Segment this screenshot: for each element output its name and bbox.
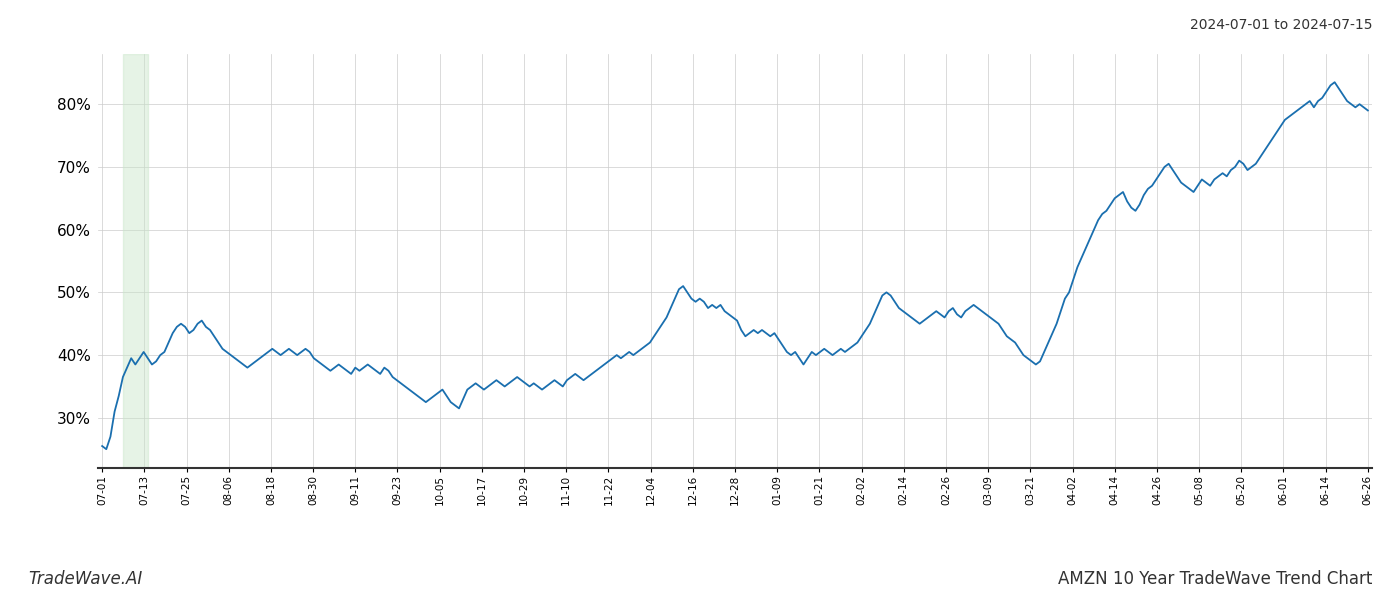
Text: 2024-07-01 to 2024-07-15: 2024-07-01 to 2024-07-15 [1190, 18, 1372, 32]
Bar [123, 54, 148, 468]
Text: AMZN 10 Year TradeWave Trend Chart: AMZN 10 Year TradeWave Trend Chart [1057, 570, 1372, 588]
Text: TradeWave.AI: TradeWave.AI [28, 570, 143, 588]
